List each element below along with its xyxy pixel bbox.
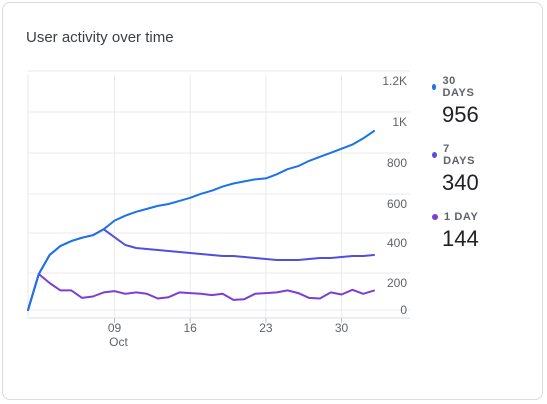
- x-tick-sublabel: Oct: [109, 335, 128, 349]
- series-line-1-day: [27, 273, 375, 311]
- legend-label: 30 DAYS: [442, 75, 475, 99]
- legend-item: 7 DAYS 340: [432, 143, 479, 196]
- y-tick-label: 800: [387, 156, 407, 170]
- legend-dot-icon: [432, 152, 438, 158]
- card-title: User activity over time: [26, 29, 174, 46]
- x-tick-label: 16: [184, 321, 198, 335]
- legend-value: 956: [442, 102, 479, 127]
- user-activity-card: User activity over time: [2, 2, 543, 400]
- legend-value: 340: [442, 170, 479, 195]
- legend-item: 30 DAYS 956: [432, 75, 479, 128]
- chart-grid: [27, 70, 410, 319]
- x-tick-label: 09: [108, 321, 122, 335]
- y-tick-label: 1.2K: [382, 74, 407, 88]
- legend-value: 144: [442, 226, 479, 251]
- y-tick-label: 400: [387, 236, 407, 250]
- series-lines: [27, 130, 375, 311]
- y-tick-label: 1K: [392, 115, 407, 129]
- series-line-30-days: [27, 130, 375, 311]
- legend-dot-icon: [432, 214, 438, 220]
- x-tick-label: 23: [259, 321, 273, 335]
- y-tick-label: 0: [400, 303, 407, 317]
- y-axis-ticks: 0 200 400 600 800 1K 1.2K: [382, 74, 407, 317]
- x-tick-label: 30: [335, 321, 349, 335]
- legend-label: 7 DAYS: [443, 143, 476, 167]
- legend-item: 1 DAY 144: [432, 211, 479, 252]
- y-tick-label: 200: [387, 276, 407, 290]
- y-tick-label: 600: [387, 197, 407, 211]
- legend-label: 1 DAY: [444, 211, 479, 223]
- legend-dot-icon: [432, 84, 437, 90]
